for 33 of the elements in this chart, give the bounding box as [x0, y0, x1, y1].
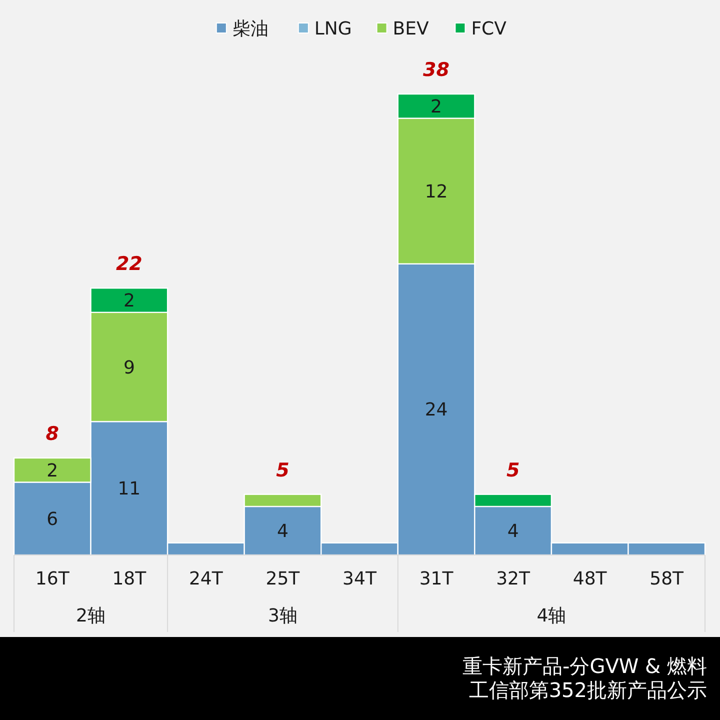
- data-label: 2: [430, 96, 442, 118]
- legend-label: FCV: [471, 18, 508, 40]
- data-label: 4: [507, 521, 519, 542]
- data-label: 4: [276, 521, 288, 542]
- x-tick-label: 31T: [419, 568, 454, 590]
- text: 工信部第352批新产品公示: [468, 678, 707, 702]
- text: 重卡新产品-分GVW & 燃料: [462, 654, 707, 678]
- total-label: 5: [506, 459, 520, 482]
- data-label: 6: [46, 508, 58, 530]
- total-label: 38: [423, 59, 450, 81]
- data-label: 2: [46, 460, 58, 482]
- data-label: 12: [424, 181, 448, 202]
- x-tick-label: 48T: [572, 568, 608, 590]
- x-tick-label: 32T: [496, 568, 532, 590]
- x-tick-label: 58T: [650, 568, 685, 590]
- legend-label: BEV: [392, 18, 430, 40]
- data-label: 2: [123, 290, 135, 312]
- total-label: 5: [276, 459, 290, 482]
- data-label: 11: [118, 478, 141, 500]
- total-label: 22: [116, 253, 142, 276]
- x-tick-label: 34T: [342, 568, 378, 590]
- text: 3轴: [268, 605, 298, 626]
- x-tick-label: 16T: [35, 568, 70, 590]
- legend-label: LNG: [314, 18, 352, 40]
- x-tick-label: 18T: [112, 568, 148, 590]
- text: 2轴: [76, 605, 106, 626]
- x-tick-label: 24T: [188, 568, 224, 590]
- data-label: 24: [424, 400, 448, 421]
- data-label: 9: [123, 357, 135, 378]
- text: 4轴: [536, 605, 566, 626]
- legend-label: 柴油: [232, 18, 268, 40]
- x-tick-label: 25T: [266, 568, 301, 590]
- total-label: 8: [46, 422, 60, 445]
